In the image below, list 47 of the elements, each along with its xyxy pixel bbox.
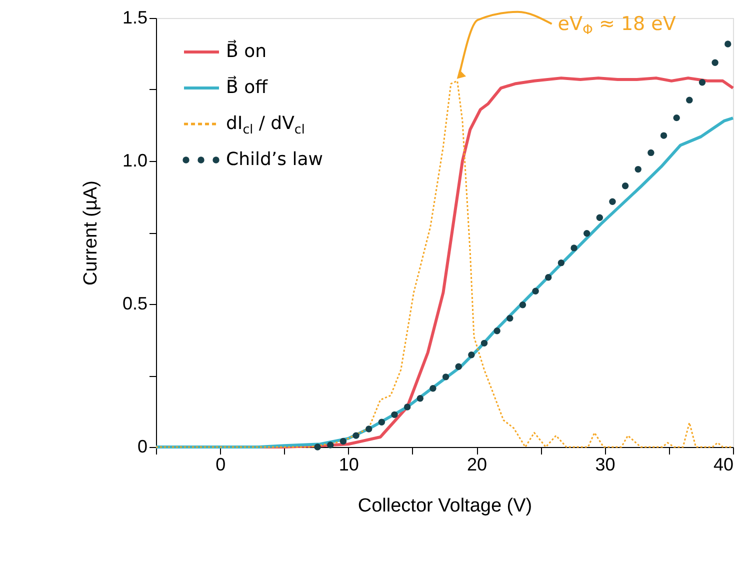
point bbox=[570, 244, 578, 252]
point bbox=[416, 395, 424, 402]
point bbox=[724, 40, 732, 48]
point bbox=[519, 302, 526, 308]
point bbox=[660, 132, 668, 139]
point bbox=[583, 230, 590, 237]
point bbox=[686, 96, 693, 104]
point bbox=[455, 363, 462, 370]
x-axis-title: Collector Voltage (V) bbox=[358, 496, 532, 516]
point bbox=[494, 328, 500, 334]
point bbox=[430, 385, 436, 392]
point bbox=[378, 418, 386, 426]
point bbox=[558, 259, 565, 266]
point bbox=[480, 340, 488, 347]
point bbox=[634, 166, 642, 173]
y-tick-label: 0.5 bbox=[122, 294, 148, 314]
x-tick-label: 0 bbox=[216, 454, 226, 474]
x-tick-label: 10 bbox=[338, 454, 359, 474]
legend-label: Child’s law bbox=[226, 149, 323, 170]
x-tick-label: 20 bbox=[467, 454, 488, 474]
point bbox=[545, 274, 552, 281]
legend-label: B⃗ off bbox=[226, 76, 268, 98]
point bbox=[673, 114, 680, 122]
point bbox=[609, 198, 616, 205]
point bbox=[596, 214, 604, 221]
point bbox=[698, 79, 706, 86]
y-tick-label: 0 bbox=[137, 436, 148, 456]
point bbox=[327, 442, 334, 448]
y-tick-label: 1.0 bbox=[122, 150, 148, 170]
legend-label: B⃗ on bbox=[226, 40, 266, 62]
point bbox=[391, 411, 398, 418]
point bbox=[442, 374, 450, 380]
y-axis-title: Current (µA) bbox=[80, 180, 102, 286]
point bbox=[712, 59, 718, 66]
point bbox=[532, 288, 539, 294]
point bbox=[622, 182, 629, 190]
point bbox=[468, 352, 475, 358]
point bbox=[352, 432, 360, 439]
x-tick-label: 30 bbox=[595, 454, 616, 474]
point bbox=[314, 444, 321, 450]
point bbox=[404, 404, 411, 410]
point bbox=[648, 149, 654, 156]
point bbox=[340, 438, 347, 445]
point bbox=[365, 426, 372, 432]
x-tick-label: 40 bbox=[713, 454, 734, 474]
y-tick-label: 1.5 bbox=[122, 8, 148, 28]
point bbox=[506, 314, 514, 322]
